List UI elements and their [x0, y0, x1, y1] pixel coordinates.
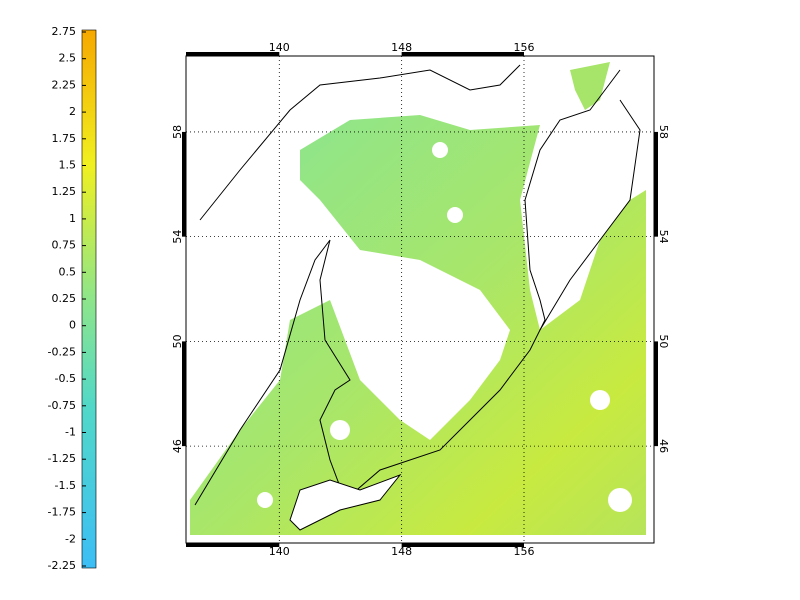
colorbar-ticks: 2.75 2.5 2.25 2 1.75 1.5 1.25 1 0.75 0.5 0.25 0 -0.2… [48, 25, 86, 572]
colorbar-tick-label: 1.5 [59, 159, 77, 172]
colorbar-tick-label: -1.75 [48, 506, 76, 519]
colorbar-tick-label: 2.25 [52, 78, 77, 91]
coastline [194, 69, 621, 506]
lat-label-right: 58 [657, 125, 670, 139]
lon-label-top: 140 [269, 41, 290, 54]
frame-segment [654, 131, 658, 237]
frame-segment [182, 341, 186, 447]
colorbar-tick-label: -2.25 [48, 559, 76, 572]
colorbar-tick-label: 0.5 [59, 265, 77, 278]
colorbar-tick-label: 0 [69, 319, 76, 332]
lat-label-right: 50 [657, 334, 670, 348]
colorbar-tick-label: -1.25 [48, 452, 76, 465]
frame-segment [401, 543, 524, 547]
lon-label-top: 148 [391, 41, 412, 54]
frame-segment [186, 52, 280, 56]
colorbar-tick-label: -1.5 [55, 479, 76, 492]
data-gaps [257, 142, 632, 512]
lat-label-left: 58 [171, 125, 184, 139]
colorbar-tick-label: 0.75 [52, 239, 77, 252]
colorbar-tick-label: 1 [69, 212, 76, 225]
sea-field [190, 115, 646, 535]
lat-label-left: 46 [171, 439, 184, 453]
colorbar-tick-label: 1.75 [52, 132, 77, 145]
colorbar-tick-label: 2.75 [52, 25, 77, 38]
lon-label-top: 156 [514, 41, 535, 54]
lat-label-left: 54 [171, 230, 184, 244]
frame-segment [654, 341, 658, 447]
colorbar-tick-label: -0.75 [48, 399, 76, 412]
colorbar-tick-label: 2.5 [59, 52, 77, 65]
colorbar-tick-label: -2 [65, 532, 76, 545]
lat-label-left: 50 [171, 334, 184, 348]
island [289, 473, 402, 531]
colorbar-tick-label: 2 [69, 105, 76, 118]
lon-label-bottom: 156 [514, 545, 535, 558]
frame-border [182, 52, 658, 547]
lon-label-bottom: 140 [269, 545, 290, 558]
coastline [199, 64, 641, 331]
map-axes: 140 140 148 148 156 156 58 58 54 54 50 50 46 46 [171, 41, 670, 558]
lon-label-bottom: 148 [391, 545, 412, 558]
frame-segment [401, 52, 524, 56]
colorbar-tick-label: -1 [65, 426, 76, 439]
colorbar-tick-label: 0.25 [52, 292, 77, 305]
sea-field [570, 62, 610, 110]
colorbar-tick-label: -0.5 [55, 372, 76, 385]
colorbar-tick-label: -0.25 [48, 345, 76, 358]
frame-segment [182, 131, 186, 237]
frame-segment [186, 543, 280, 547]
colorbar-tick-label: 1.25 [52, 185, 77, 198]
map [190, 62, 646, 535]
lat-label-right: 54 [657, 230, 670, 244]
lat-label-right: 46 [657, 439, 670, 453]
